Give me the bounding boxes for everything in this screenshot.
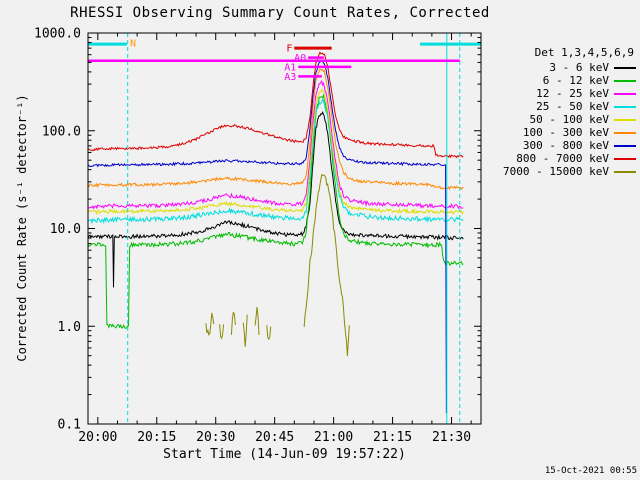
y-tick-label: 0.1 <box>58 418 81 433</box>
legend-color-line <box>614 157 636 160</box>
legend-item-label: 3 - 6 keV <box>549 61 609 74</box>
legend-item-label: 12 - 25 keV <box>536 87 609 100</box>
legend-color-line <box>614 79 636 82</box>
legend-item: 100 - 300 keV <box>514 126 636 139</box>
y-tick-label: 100.0 <box>42 124 81 139</box>
creation-timestamp: 15-Oct-2021 00:55 <box>544 466 637 476</box>
chart-title: RHESSI Observing Summary Count Rates, Co… <box>70 5 490 21</box>
x-tick-label: 21:15 <box>373 430 412 445</box>
flag-label-a1: A1 <box>284 62 296 73</box>
flag-label-f: F <box>286 44 292 55</box>
legend-color-line <box>614 144 636 147</box>
x-tick-label: 20:15 <box>137 430 176 445</box>
x-tick-label: 21:00 <box>314 430 353 445</box>
legend-item-label: 6 - 12 keV <box>542 74 609 87</box>
series-line-100-300-kev <box>88 68 464 191</box>
legend-item: 3 - 6 keV <box>514 61 636 74</box>
legend-item-label: 7000 - 15000 keV <box>503 165 609 178</box>
series-lines <box>88 51 464 414</box>
legend-item: 7000 - 15000 keV <box>503 165 636 178</box>
series-line-50-100-kev <box>88 88 464 216</box>
series-line-3-6-kev <box>88 111 464 288</box>
legend-item: 50 - 100 keV <box>514 113 636 126</box>
x-tick-label: 20:45 <box>255 430 294 445</box>
legend-item-label: 300 - 800 keV <box>522 139 609 152</box>
series-line-12-25-kev <box>88 79 464 210</box>
legend-item: 300 - 800 keV <box>514 139 636 152</box>
legend-item-label: 25 - 50 keV <box>536 100 609 113</box>
series-line-6-12-kev <box>88 93 464 329</box>
legend-item: 12 - 25 keV <box>514 87 636 100</box>
x-tick-label: 20:00 <box>78 430 117 445</box>
legend-color-line <box>614 131 636 134</box>
legend-item: 25 - 50 keV <box>514 100 636 113</box>
legend-item: 800 - 7000 keV <box>514 152 636 165</box>
series-line-25-50-kev <box>88 97 464 225</box>
y-tick-label: 1000.0 <box>34 27 81 42</box>
legend-rows: 3 - 6 keV 6 - 12 keV 12 - 25 keV 25 - 50 ke… <box>503 61 636 178</box>
flag-label-a3: A3 <box>284 72 296 83</box>
axes: 20:00 20:15 20:30 20:45 21:00 21:15 21:30 0.1 1.… <box>34 27 482 445</box>
y-tick-label: 1.0 <box>58 320 81 335</box>
x-tick-label: 21:30 <box>432 430 471 445</box>
legend-color-line <box>614 105 636 108</box>
series-line-800-7000-kev <box>88 51 464 159</box>
x-tick-label: 20:30 <box>196 430 235 445</box>
legend-item-label: 50 - 100 keV <box>529 113 609 126</box>
series-line-7000-15000-kev <box>205 173 350 357</box>
legend: Det 1,3,4,5,6,9 3 - 6 keV 6 - 12 keV 12 - … <box>503 46 636 178</box>
flag-label-n: N <box>130 39 136 50</box>
y-axis-label: Corrected Count Rate (s⁻¹ detector⁻¹) <box>15 94 29 362</box>
legend-item-label: 800 - 7000 keV <box>516 152 609 165</box>
legend-color-line <box>614 170 636 173</box>
legend-color-line <box>614 118 636 121</box>
flag-label-a0: A0 <box>294 53 306 64</box>
legend-item: 6 - 12 keV <box>514 74 636 87</box>
legend-item-label: 100 - 300 keV <box>522 126 609 139</box>
legend-header: Det 1,3,4,5,6,9 <box>534 46 634 59</box>
x-axis-label: Start Time (14-Jun-09 19:57:22) <box>163 447 406 462</box>
legend-color-line <box>614 92 636 95</box>
legend-color-line <box>614 66 636 69</box>
series-line-300-800-kev <box>88 59 447 414</box>
y-tick-label: 10.0 <box>50 222 81 237</box>
